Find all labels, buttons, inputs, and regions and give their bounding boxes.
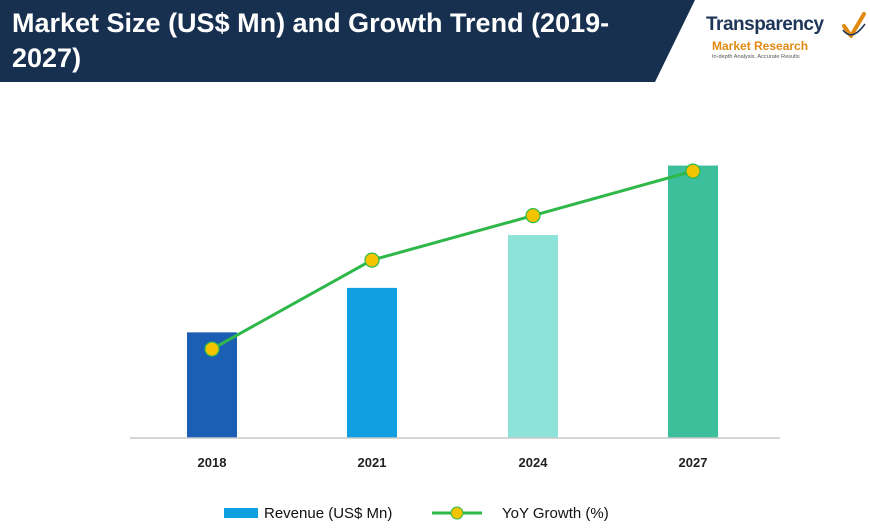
x-tick-label-2021: 2021: [358, 455, 387, 470]
logo-subwordmark: Market Research: [712, 39, 809, 53]
chart-plot: 2018 2021 2024 2027: [130, 163, 780, 470]
chart-legend: Revenue (US$ Mn) YoY Growth (%): [224, 500, 684, 526]
chart-title: Market Size (US$ Mn) and Growth Trend (2…: [12, 8, 610, 73]
growth-point-2021: [364, 252, 380, 268]
logo-wordmark: Transparency: [706, 14, 824, 35]
revenue-bar-2021: [347, 287, 397, 438]
revenue-bar-2024: [508, 235, 558, 438]
legend-swatch-growth: [432, 506, 482, 520]
growth-point-2027: [685, 163, 701, 179]
legend-swatch-revenue: [224, 508, 258, 518]
legend-item-revenue: Revenue (US$ Mn): [224, 500, 392, 526]
x-tick-label-2027: 2027: [679, 455, 708, 470]
banner-background: [0, 0, 695, 82]
x-tick-label-2018: 2018: [198, 455, 227, 470]
legend-label-growth: YoY Growth (%): [502, 504, 609, 522]
x-tick-label-2024: 2024: [519, 455, 549, 470]
legend-label-revenue: Revenue (US$ Mn): [264, 504, 393, 522]
company-logo: Transparency Market Research In-depth An…: [706, 12, 866, 76]
growth-point-2024: [525, 208, 541, 224]
legend-item-growth: YoY Growth (%): [430, 500, 609, 526]
growth-series-line: [211, 169, 694, 351]
checkmark-icon: [842, 12, 866, 38]
logo-tagline: In-depth Analysis. Accurate Results: [712, 54, 800, 60]
growth-point-2018: [204, 341, 220, 357]
revenue-bar-2027: [668, 165, 718, 438]
title-banner: Market Size (US$ Mn) and Growth Trend (2…: [0, 0, 870, 82]
